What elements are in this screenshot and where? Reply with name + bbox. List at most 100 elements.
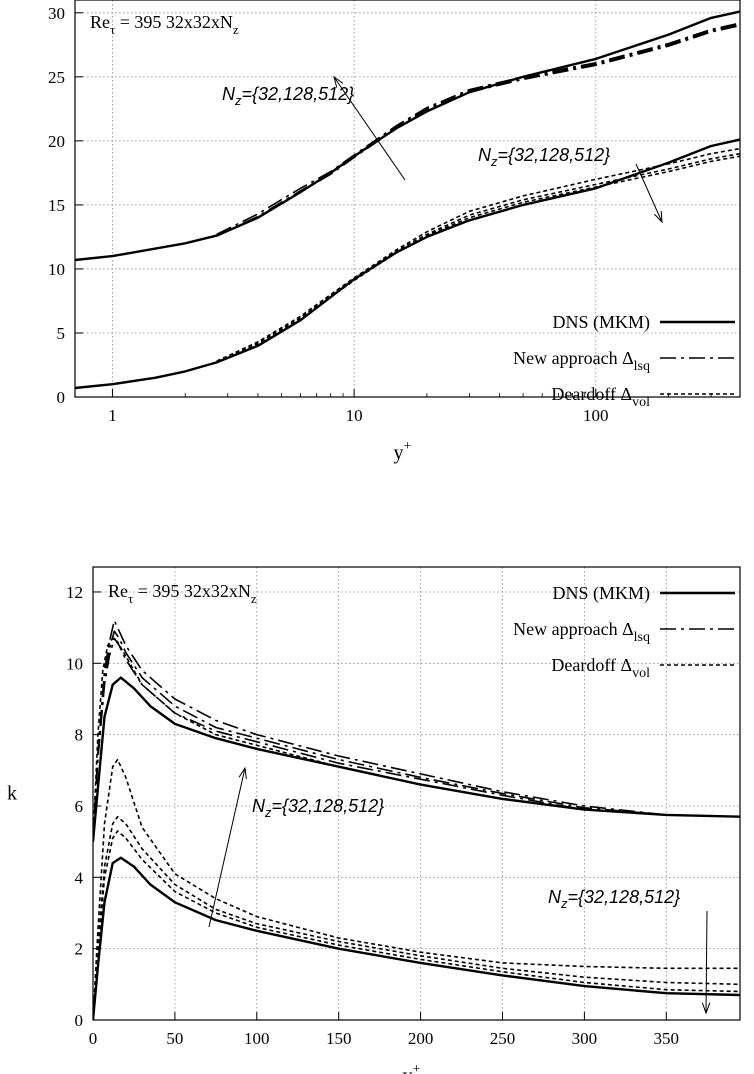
lower-annotation-values: ={32,128,512} <box>568 887 681 907</box>
lower-annotation-arrow-head <box>653 210 663 224</box>
legend-label-main: New approach Δ <box>513 348 634 368</box>
legend-label: New approach Δlsq <box>513 619 650 645</box>
series-line-lower-dotted <box>216 152 740 364</box>
series-line-upper-dashdot <box>216 24 740 237</box>
series-line-upper-dashdot <box>93 630 740 842</box>
header-segment: = 395 32x32xN <box>115 12 233 32</box>
series-line-lower-solid <box>75 138 740 390</box>
y-tick-label: 5 <box>57 324 66 343</box>
series-line-upper-solid <box>75 10 740 262</box>
series-line-upper-dashdot <box>216 22 740 236</box>
y-tick-label: 25 <box>48 68 65 87</box>
series-line-upper-dotted <box>93 637 740 842</box>
lower-annotation-arrow-head <box>701 1002 711 1015</box>
x-tick-label: 100 <box>244 1029 270 1048</box>
legend-label: Deardoff Δvol <box>551 655 650 681</box>
y-tick-label: 20 <box>48 132 65 151</box>
x-tick-label: 250 <box>490 1029 516 1048</box>
lower-annotation-arrow-shaft <box>635 163 663 223</box>
header-subscript: τ <box>128 591 133 606</box>
legend-label-main: New approach Δ <box>513 619 634 639</box>
upper-annotation-arrow-shaft <box>208 767 246 928</box>
plot-frame <box>92 566 741 1021</box>
x-tick-label: 350 <box>654 1029 680 1048</box>
series-line-lower-dotted <box>93 758 740 1020</box>
series-line-lower-dotted <box>93 830 740 1020</box>
legend-label-main: DNS (MKM) <box>552 312 650 333</box>
upper-annotation-arrow-head <box>238 766 247 779</box>
x-tick-label: 300 <box>572 1029 598 1048</box>
series-line-lower-dotted <box>216 147 740 362</box>
series-line-upper-solid <box>93 676 740 842</box>
x-tick-label: 1 <box>108 406 117 425</box>
y-tick-label: 0 <box>57 388 66 407</box>
y-axis-label: k <box>7 783 17 805</box>
lower-annotation-values: ={32,128,512} <box>498 145 611 165</box>
lower-annotation-n: N <box>478 145 492 165</box>
header-subscript: z <box>251 591 257 606</box>
upper-annotation-n: N <box>222 84 236 104</box>
series-line-upper-dashdot <box>93 619 740 842</box>
legend-label-main: Deardoff Δ <box>551 655 632 675</box>
lower-annotation-text: Nz={32,128,512} <box>548 887 680 911</box>
x-tick-label: 150 <box>326 1029 352 1048</box>
lower-annotation-arrow-shaft <box>705 910 708 1014</box>
y-tick-label: 12 <box>66 583 83 602</box>
series-line-lower-dotted <box>93 815 740 1020</box>
y-tick-label: 10 <box>66 654 83 673</box>
header-segment: = 395 32x32xN <box>133 581 251 601</box>
x-tick-label: 50 <box>166 1029 183 1048</box>
header-segment: Re <box>108 581 128 601</box>
lower-annotation-subscript: z <box>490 154 498 169</box>
header-segment: Re <box>90 12 110 32</box>
y-tick-label: 6 <box>75 797 84 816</box>
x-tick-label: 10 <box>346 406 363 425</box>
series-line-upper-dashdot <box>216 23 740 237</box>
x-tick-label: 0 <box>89 1029 98 1048</box>
y-tick-label: 0 <box>75 1011 84 1030</box>
bottom-chart-panel: 0 50 100 150 200 250 300 350 0 2 4 6 8 10 12 y+ k Reτ = 3… <box>7 566 741 1074</box>
legend-label: DNS (MKM) <box>552 312 650 333</box>
legend-label-subscript: lsq <box>634 630 650 645</box>
lower-annotation-text: Nz={32,128,512} <box>478 145 610 169</box>
header-subscript: τ <box>110 22 115 37</box>
lower-annotation-subscript: z <box>560 896 568 911</box>
y-tick-label: 4 <box>75 868 84 887</box>
upper-annotation-text: Nz={32,128,512} <box>252 796 384 820</box>
upper-annotation-subscript: z <box>264 805 272 820</box>
x-axis-label: y+ <box>403 1062 421 1074</box>
y-tick-label: 30 <box>48 4 65 23</box>
chart-header-text: Reτ = 395 32x32xNz <box>90 12 239 37</box>
legend-label: Deardoff Δvol <box>551 384 650 410</box>
series-line-lower-solid <box>93 856 740 1020</box>
x-axis-label-superscript: + <box>413 1062 421 1074</box>
legend-label-subscript: vol <box>632 395 650 410</box>
x-tick-label: 100 <box>583 406 609 425</box>
x-axis-label: y+ <box>394 439 412 464</box>
series-line-lower-dotted <box>216 155 740 364</box>
x-axis-label-superscript: + <box>404 439 412 454</box>
x-tick-label: 200 <box>408 1029 434 1048</box>
upper-annotation-subscript: z <box>234 93 242 108</box>
upper-annotation-text: Nz={32,128,512} <box>222 84 354 108</box>
upper-annotation-n: N <box>252 796 266 816</box>
upper-annotation-arrow-head <box>333 75 344 88</box>
plot-frame <box>74 0 741 398</box>
lower-annotation-n: N <box>548 887 562 907</box>
legend-label-subscript: lsq <box>634 359 650 374</box>
legend-label-subscript: vol <box>632 666 650 681</box>
header-subscript: z <box>233 22 239 37</box>
y-tick-label: 15 <box>48 196 65 215</box>
legend-label-main: Deardoff Δ <box>551 384 632 404</box>
chart-header-text: Reτ = 395 32x32xNz <box>108 581 257 606</box>
legend-label: New approach Δlsq <box>513 348 650 374</box>
legend-label-main: DNS (MKM) <box>552 583 650 604</box>
y-tick-label: 2 <box>75 940 84 959</box>
upper-annotation-values: ={32,128,512} <box>272 796 385 816</box>
y-tick-label: 10 <box>48 260 65 279</box>
y-tick-label: 8 <box>75 726 84 745</box>
legend-label: DNS (MKM) <box>552 583 650 604</box>
upper-annotation-arrow-shaft <box>333 76 406 181</box>
